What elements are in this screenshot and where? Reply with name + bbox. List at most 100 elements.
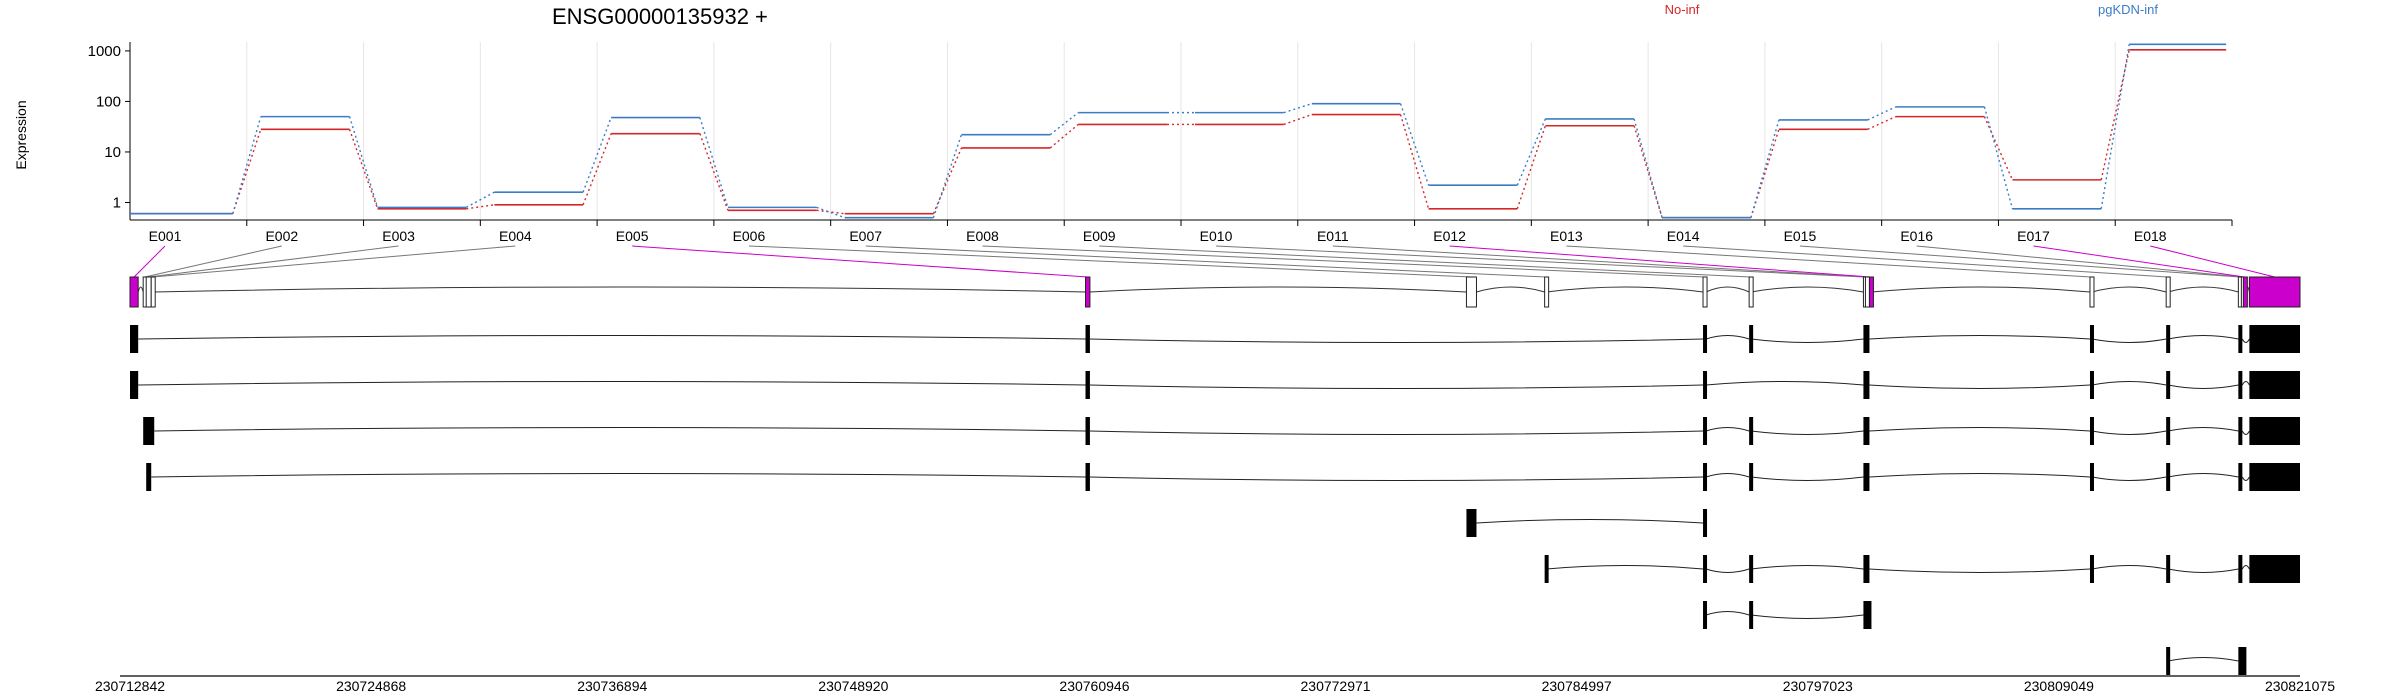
transcript-intron <box>1089 338 1704 343</box>
transcript-exon <box>2166 647 2171 675</box>
transcript-intron <box>138 335 1086 340</box>
coordinate-tick-label: 230797023 <box>1783 678 1853 694</box>
intron <box>154 286 1086 293</box>
transcript-exon <box>1703 463 1708 491</box>
exon-link <box>1332 245 1868 278</box>
transcript-intron <box>2091 381 2167 386</box>
transcript-exon <box>1863 601 1872 629</box>
transcript-exon <box>1466 509 1477 537</box>
series-connector <box>1867 115 1896 130</box>
series-connector <box>1750 119 1780 218</box>
intron <box>1546 286 1704 293</box>
x-tick-label: E015 <box>1784 228 1817 244</box>
intron <box>1871 286 2091 293</box>
transcript-intron <box>1751 476 1864 481</box>
coordinate-tick-label: 230724868 <box>336 678 406 694</box>
transcript-intron <box>1705 568 1750 573</box>
x-tick-label: E012 <box>1433 228 1466 244</box>
series-connector <box>348 116 379 208</box>
coordinate-tick-label: 230736894 <box>577 678 647 694</box>
transcript-exon <box>1749 325 1754 353</box>
exon-link <box>1216 245 1865 278</box>
x-tick-label: E014 <box>1667 228 1700 244</box>
intron <box>2168 286 2239 293</box>
transcript-exon <box>2089 555 2094 583</box>
transcript-exon <box>2249 555 2300 583</box>
transcript <box>1703 601 1872 629</box>
transcript-exon <box>130 371 139 399</box>
exon-block <box>1864 276 1870 308</box>
transcript-exon <box>1703 509 1708 537</box>
x-tick-label: E009 <box>1083 228 1116 244</box>
transcript <box>2166 647 2247 675</box>
transcript-intron <box>1705 611 1750 616</box>
transcript-exon <box>1749 463 1754 491</box>
transcript-intron <box>2168 657 2239 662</box>
transcript-exon <box>1085 325 1090 353</box>
transcript-intron <box>2091 338 2167 343</box>
coordinate-tick-label: 230712842 <box>95 678 165 694</box>
series-connector <box>1049 123 1079 149</box>
y-tick-label: 1000 <box>88 43 121 60</box>
exon-link <box>1799 245 2240 278</box>
y-tick-label: 10 <box>104 144 121 161</box>
transcript-exon <box>2238 555 2243 583</box>
transcript-exon <box>2238 417 2243 445</box>
exon-block <box>2089 276 2095 308</box>
transcript-exon <box>1703 555 1708 583</box>
exon-block <box>1748 276 1754 308</box>
transcript <box>143 417 2300 445</box>
x-tick-label: E010 <box>1200 228 1233 244</box>
transcript-intron <box>2241 430 2250 435</box>
transcript-intron <box>151 473 1086 478</box>
exon-block <box>1868 276 1874 308</box>
exon-link <box>1099 245 1751 278</box>
exon-link-lines <box>133 245 2275 278</box>
series-connector <box>1983 116 2014 181</box>
exon-block <box>150 276 156 308</box>
exon-link <box>152 245 516 278</box>
series-connector <box>2100 49 2130 181</box>
gene-model <box>129 276 2301 675</box>
series-connector <box>348 129 379 210</box>
coordinate-tick-label: 230809049 <box>2024 678 2094 694</box>
series-connector <box>1633 118 1663 218</box>
transcript-exon <box>1863 417 1870 445</box>
exon-link <box>1683 245 2168 278</box>
transcript-intron <box>2091 430 2167 435</box>
transcript-exon <box>1863 325 1870 353</box>
transcript-intron <box>1476 519 1704 524</box>
exon-block <box>2242 276 2248 308</box>
coordinate-tick-label: 230784997 <box>1542 678 1612 694</box>
transcript-intron <box>1089 384 1704 389</box>
x-tick-label: E001 <box>149 228 182 244</box>
transcript <box>1466 509 1708 537</box>
transcript-intron <box>2168 473 2239 478</box>
transcript-intron <box>1869 473 2091 478</box>
series-connector <box>465 191 495 208</box>
coordinate-tick-label: 230748920 <box>818 678 888 694</box>
coordinate-tick-label: 230760946 <box>1059 678 1129 694</box>
transcript-exon <box>2238 463 2243 491</box>
transcript-exon <box>2249 371 2300 399</box>
transcript-intron <box>1751 614 1864 619</box>
transcript-exon <box>2166 463 2171 491</box>
transcript-exon <box>2089 463 2094 491</box>
exon-link <box>748 245 1472 278</box>
transcript-exon <box>1085 371 1090 399</box>
transcript-intron <box>1751 430 1864 435</box>
transcript-intron <box>1705 473 1750 478</box>
series-connector <box>699 117 729 208</box>
transcript-intron <box>1546 565 1704 570</box>
transcript-exon <box>1749 417 1754 445</box>
transcript-intron <box>1869 427 2091 432</box>
transcript-intron <box>2091 565 2167 570</box>
transcript-exon <box>2238 371 2243 399</box>
exon-link <box>865 245 1546 278</box>
transcript-intron <box>2168 384 2239 389</box>
transcript-intron <box>2168 568 2239 573</box>
transcript <box>130 371 2300 399</box>
y-tick-label: 1 <box>113 194 121 211</box>
x-tick-label: E008 <box>966 228 999 244</box>
transcript-intron <box>2241 565 2250 570</box>
